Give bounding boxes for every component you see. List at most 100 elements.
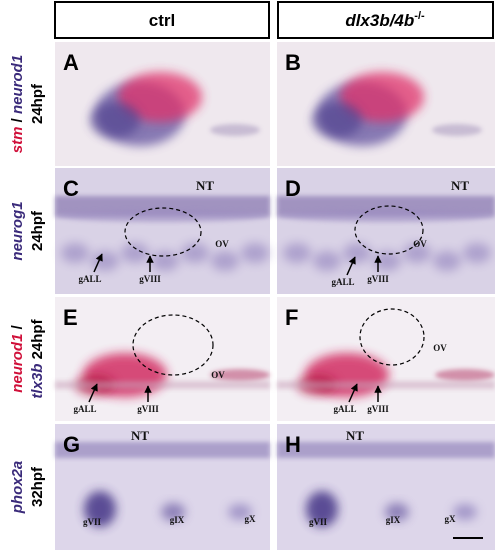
annotation: NT bbox=[131, 428, 149, 443]
panel-letter: D bbox=[285, 176, 301, 201]
row-label-part: / bbox=[9, 324, 26, 333]
annotation: OV bbox=[211, 370, 225, 380]
header-box bbox=[54, 1, 270, 39]
stain bbox=[384, 503, 409, 521]
row-label-part: tlx3b bbox=[29, 364, 46, 399]
annotation: OV bbox=[413, 239, 427, 249]
tissue bbox=[55, 381, 270, 389]
panel-image bbox=[277, 297, 495, 421]
row-label-part: stm bbox=[9, 127, 26, 154]
stain bbox=[228, 504, 252, 520]
annotation: gVIII bbox=[367, 274, 389, 284]
band bbox=[55, 442, 270, 458]
panel: C NT OV gALL gVIII bbox=[55, 168, 270, 294]
stain bbox=[306, 491, 338, 527]
arrow bbox=[93, 253, 103, 273]
stain bbox=[61, 243, 89, 263]
header-sup: -/- bbox=[414, 10, 425, 22]
stain bbox=[161, 503, 186, 521]
row-label: neurog1 bbox=[9, 201, 26, 260]
panel-letter: H bbox=[285, 432, 301, 457]
panel: D NT OV gALL gVIII bbox=[277, 168, 495, 294]
panel: E OV gALL gVIII bbox=[55, 297, 270, 421]
stain bbox=[432, 124, 482, 136]
stain bbox=[210, 369, 270, 381]
stain bbox=[118, 72, 202, 122]
stain bbox=[121, 243, 149, 263]
column-header: dlx3b/4b-/- bbox=[345, 10, 425, 30]
row-label: 32hpf bbox=[29, 466, 46, 507]
row-label: tlx3b 24hpf bbox=[29, 318, 46, 398]
panel: B bbox=[277, 42, 495, 166]
row-label-part: / bbox=[9, 114, 26, 127]
stain bbox=[55, 210, 270, 222]
band bbox=[277, 442, 495, 458]
row-label: 24hpf bbox=[29, 83, 46, 124]
otic-vesicle-outline bbox=[124, 207, 202, 257]
annotation: gALL bbox=[78, 274, 101, 284]
tissue bbox=[277, 381, 495, 389]
row-label: phox2a bbox=[9, 461, 26, 515]
row-label-part: 24hpf bbox=[29, 210, 46, 251]
row-label-part: neurod1 bbox=[9, 334, 26, 393]
annotation: OV bbox=[215, 239, 229, 249]
row-label: 24hpf bbox=[29, 210, 46, 251]
annotation: NT bbox=[346, 428, 364, 443]
panel: A bbox=[55, 42, 270, 166]
otic-vesicle-outline bbox=[359, 308, 425, 366]
annotation: gVIII bbox=[137, 404, 159, 414]
panel-letter: C bbox=[63, 176, 79, 201]
stain bbox=[84, 491, 116, 527]
otic-vesicle-outline bbox=[354, 205, 424, 255]
row-label-part: 32hpf bbox=[29, 466, 46, 507]
otic-vesicle-outline bbox=[132, 314, 214, 376]
arrow bbox=[88, 383, 98, 403]
stain bbox=[463, 243, 491, 263]
row-label-part: phox2a bbox=[9, 461, 26, 515]
stain bbox=[241, 243, 269, 263]
panel-image bbox=[55, 168, 270, 294]
header-box bbox=[277, 1, 494, 39]
stain bbox=[313, 251, 341, 271]
row-label-part: 24hpf bbox=[29, 83, 46, 124]
annotation: gX bbox=[445, 514, 457, 524]
panel-image bbox=[55, 297, 270, 421]
annotation: OV bbox=[433, 343, 447, 353]
row-label: stm / neurod1 bbox=[9, 55, 26, 153]
annotation: gIX bbox=[170, 515, 185, 525]
stain bbox=[211, 251, 239, 271]
stain bbox=[433, 251, 461, 271]
header-text: dlx3b/4b bbox=[345, 11, 414, 30]
annotation: gX bbox=[245, 514, 257, 524]
panel: H NT gVII gIX gX bbox=[277, 424, 495, 550]
annotation: gVII bbox=[83, 517, 102, 527]
stain bbox=[312, 102, 362, 138]
annotation: gVIII bbox=[139, 274, 161, 284]
panel-letter: F bbox=[285, 305, 298, 330]
stain bbox=[210, 124, 260, 136]
annotation: gIX bbox=[386, 515, 401, 525]
row-label: neurod1 / bbox=[9, 324, 26, 392]
annotation: gALL bbox=[73, 404, 96, 414]
annotation: NT bbox=[196, 178, 214, 193]
stain bbox=[435, 369, 495, 381]
annotation: gALL bbox=[331, 277, 354, 287]
stain bbox=[283, 243, 311, 263]
panel-letter: G bbox=[63, 432, 80, 457]
stain bbox=[181, 243, 209, 263]
stain bbox=[403, 243, 431, 263]
row-label-part: neurog1 bbox=[9, 201, 26, 260]
panel: G NT gVII gIX gX bbox=[55, 424, 270, 550]
annotation: gALL bbox=[333, 404, 356, 414]
annotation: gVII bbox=[309, 517, 328, 527]
panel-letter: B bbox=[285, 50, 301, 75]
arrow bbox=[348, 383, 358, 403]
stain bbox=[343, 243, 371, 263]
stain bbox=[277, 210, 495, 222]
panel: F OV gALL gVIII bbox=[277, 297, 495, 421]
panel-image bbox=[277, 168, 495, 294]
stain bbox=[373, 251, 401, 271]
annotation: gVIII bbox=[367, 404, 389, 414]
